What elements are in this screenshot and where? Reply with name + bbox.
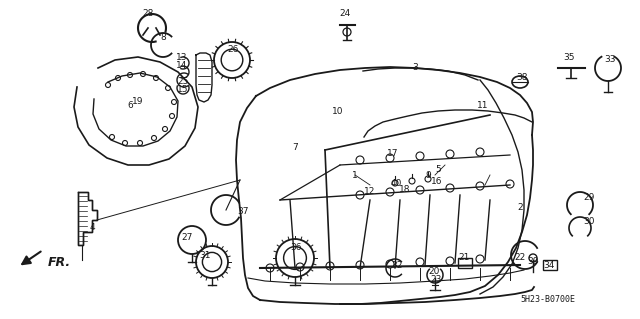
Text: 13: 13	[176, 54, 188, 63]
Text: 12: 12	[364, 188, 376, 197]
Text: 5: 5	[435, 166, 441, 174]
Text: 34: 34	[543, 262, 555, 271]
Bar	[543, 260, 557, 270]
Text: 2: 2	[517, 204, 523, 212]
Text: 7: 7	[292, 144, 298, 152]
Text: 33: 33	[604, 56, 616, 64]
Bar	[458, 258, 472, 268]
Text: 37: 37	[237, 207, 249, 217]
Text: 5H23-B0700E: 5H23-B0700E	[520, 295, 575, 305]
Text: 1: 1	[352, 170, 358, 180]
Text: 27: 27	[181, 233, 193, 241]
Text: 39: 39	[527, 257, 539, 266]
Text: 21: 21	[458, 253, 470, 262]
Text: 38: 38	[516, 72, 528, 81]
Text: 36: 36	[291, 243, 301, 253]
Text: 17: 17	[387, 150, 399, 159]
Text: 14: 14	[176, 62, 188, 70]
Text: 31: 31	[199, 250, 211, 259]
Text: 11: 11	[477, 100, 489, 109]
Text: FR.: FR.	[48, 256, 71, 270]
Text: 15: 15	[177, 85, 189, 94]
Text: 26: 26	[227, 46, 239, 55]
Text: 30: 30	[583, 218, 595, 226]
Text: 20: 20	[428, 268, 440, 277]
Text: 19: 19	[132, 98, 144, 107]
Text: 3: 3	[412, 63, 418, 72]
Text: 18: 18	[399, 186, 411, 195]
Text: 4: 4	[89, 224, 95, 233]
Text: 29: 29	[583, 194, 595, 203]
Text: 40: 40	[390, 179, 402, 188]
Text: 9: 9	[425, 172, 431, 181]
Text: 35: 35	[563, 54, 575, 63]
Text: 32: 32	[391, 262, 403, 271]
Text: 22: 22	[515, 254, 525, 263]
Text: 16: 16	[431, 177, 443, 187]
Text: 24: 24	[339, 10, 351, 19]
Text: 23: 23	[430, 276, 442, 285]
Text: 10: 10	[332, 108, 344, 116]
Text: 8: 8	[160, 33, 166, 42]
Text: 25: 25	[177, 78, 189, 86]
Text: 28: 28	[142, 10, 154, 19]
Text: 6: 6	[127, 100, 133, 109]
